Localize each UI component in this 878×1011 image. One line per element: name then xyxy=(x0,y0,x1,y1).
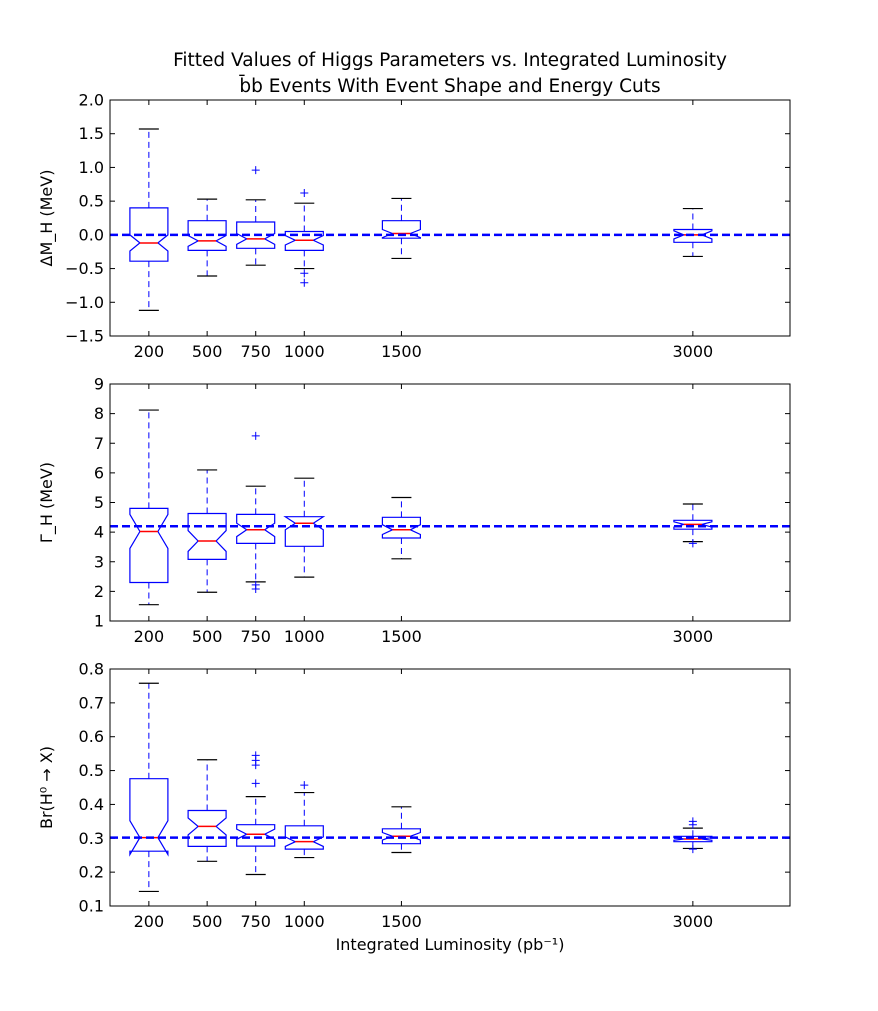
notched-box xyxy=(236,513,276,545)
notched-box xyxy=(284,230,324,251)
flier-point xyxy=(251,166,260,175)
axes-frame xyxy=(109,99,791,337)
x-tick-label: 1000 xyxy=(284,627,325,646)
x-tick-label: 1000 xyxy=(284,342,325,361)
x-tick-label: 1500 xyxy=(381,912,422,931)
x-tick-label: 500 xyxy=(192,627,223,646)
x-tick-label: 3000 xyxy=(672,342,713,361)
flier-point xyxy=(688,820,697,829)
y-tick-label: −1.5 xyxy=(65,327,104,346)
axes-frame xyxy=(109,383,791,622)
flier-point xyxy=(300,269,309,278)
y-tick-label: 2.0 xyxy=(79,91,104,110)
axes-frame xyxy=(109,668,791,907)
y-tick-label: 0.0 xyxy=(79,225,104,244)
x-tick-label: 200 xyxy=(134,912,165,931)
notched-box xyxy=(673,835,713,843)
chart-title-line2: b̄b Events With Event Shape and Energy C… xyxy=(238,75,660,97)
boxplot-3000 xyxy=(673,817,713,854)
y-tick-label: −1.0 xyxy=(65,293,104,312)
flier-point xyxy=(300,278,309,287)
x-tick-label: 1500 xyxy=(381,627,422,646)
notched-box xyxy=(129,778,169,857)
y-axis-label: ΔM_H (MeV) xyxy=(37,170,57,267)
boxplot-500 xyxy=(187,198,227,277)
y-axis-label: Γ_H (MeV) xyxy=(37,462,57,543)
notched-box xyxy=(381,516,421,539)
y-tick-label: 9 xyxy=(94,375,104,394)
x-tick-label: 3000 xyxy=(672,912,713,931)
boxplot-500 xyxy=(187,469,227,593)
flier-point xyxy=(251,585,260,594)
notched-box xyxy=(236,824,276,847)
x-tick-label: 1500 xyxy=(381,342,422,361)
boxplot-750 xyxy=(236,431,276,594)
boxplot-200 xyxy=(129,409,169,606)
y-tick-label: 2 xyxy=(94,582,104,601)
panel-2: 1 2 3 4 5 6 7 8 9 200 500 750 1000 1500 3000 Γ_H (MeV) xyxy=(37,375,791,646)
y-tick-label: 0.2 xyxy=(79,863,104,882)
notched-box xyxy=(187,220,227,251)
x-tick-label: 200 xyxy=(134,627,165,646)
x-tick-label: 750 xyxy=(240,342,271,361)
y-tick-label: 3 xyxy=(94,552,104,571)
boxplot-500 xyxy=(187,759,227,862)
notched-box xyxy=(187,809,227,848)
y-tick-label: 0.5 xyxy=(79,192,104,211)
y-tick-label: 1.0 xyxy=(79,158,104,177)
notched-box xyxy=(673,228,713,243)
x-tick-label: 1000 xyxy=(284,912,325,931)
boxplot-750 xyxy=(236,166,276,266)
x-axis-label: Integrated Luminosity (pb⁻¹) xyxy=(336,935,565,954)
y-tick-label: 5 xyxy=(94,493,104,512)
flier-point xyxy=(688,539,697,548)
flier-point xyxy=(300,189,309,198)
y-tick-label: −0.5 xyxy=(65,259,104,278)
y-tick-label: 6 xyxy=(94,463,104,482)
x-tick-label: 500 xyxy=(192,342,223,361)
y-tick-label: 7 xyxy=(94,434,104,453)
boxplot-200 xyxy=(129,128,169,311)
flier-point xyxy=(251,431,260,440)
boxplot-1500 xyxy=(381,496,421,560)
notched-box xyxy=(284,825,324,850)
x-tick-label: 200 xyxy=(134,342,165,361)
y-tick-label: 1 xyxy=(94,612,104,631)
y-tick-label: 0.1 xyxy=(79,897,104,916)
y-tick-label: 0.3 xyxy=(79,829,104,848)
y-tick-label: 0.4 xyxy=(79,795,104,814)
flier-point xyxy=(300,781,309,790)
notched-box xyxy=(129,507,169,584)
flier-point xyxy=(251,761,260,770)
panels: −1.5 −1.0 −0.5 0.0 0.5 1.0 1.5 2.0 200 500 750 1000… xyxy=(37,91,791,931)
notched-box xyxy=(129,207,169,262)
y-tick-label: 8 xyxy=(94,404,104,423)
y-tick-label: 1.5 xyxy=(79,124,104,143)
y-tick-label: 0.7 xyxy=(79,693,104,712)
notched-box xyxy=(187,512,227,561)
boxplot-750 xyxy=(236,751,276,876)
y-axis-label: Br(H⁰ → X) xyxy=(37,746,56,829)
boxplot-1000 xyxy=(283,477,326,578)
flier-point xyxy=(688,845,697,854)
x-tick-label: 750 xyxy=(240,627,271,646)
boxplot-1000 xyxy=(284,189,324,287)
x-tick-label: 750 xyxy=(240,912,271,931)
panel-1: −1.5 −1.0 −0.5 0.0 0.5 1.0 1.5 2.0 200 500 750 1000… xyxy=(37,91,791,361)
y-tick-label: 4 xyxy=(94,523,104,542)
notched-box xyxy=(236,221,276,249)
notched-box xyxy=(283,516,326,547)
flier-point xyxy=(251,779,260,788)
boxplot-1000 xyxy=(284,781,324,859)
y-tick-label: 0.8 xyxy=(79,660,104,679)
x-tick-label: 500 xyxy=(192,912,223,931)
x-tick-label: 3000 xyxy=(672,627,713,646)
chart-title-line1: Fitted Values of Higgs Parameters vs. In… xyxy=(173,50,727,71)
panel-3: 0.1 0.2 0.3 0.4 0.5 0.6 0.7 0.8 200 500 750 1000 150… xyxy=(37,660,791,931)
y-tick-label: 0.6 xyxy=(79,727,104,746)
y-tick-label: 0.5 xyxy=(79,761,104,780)
